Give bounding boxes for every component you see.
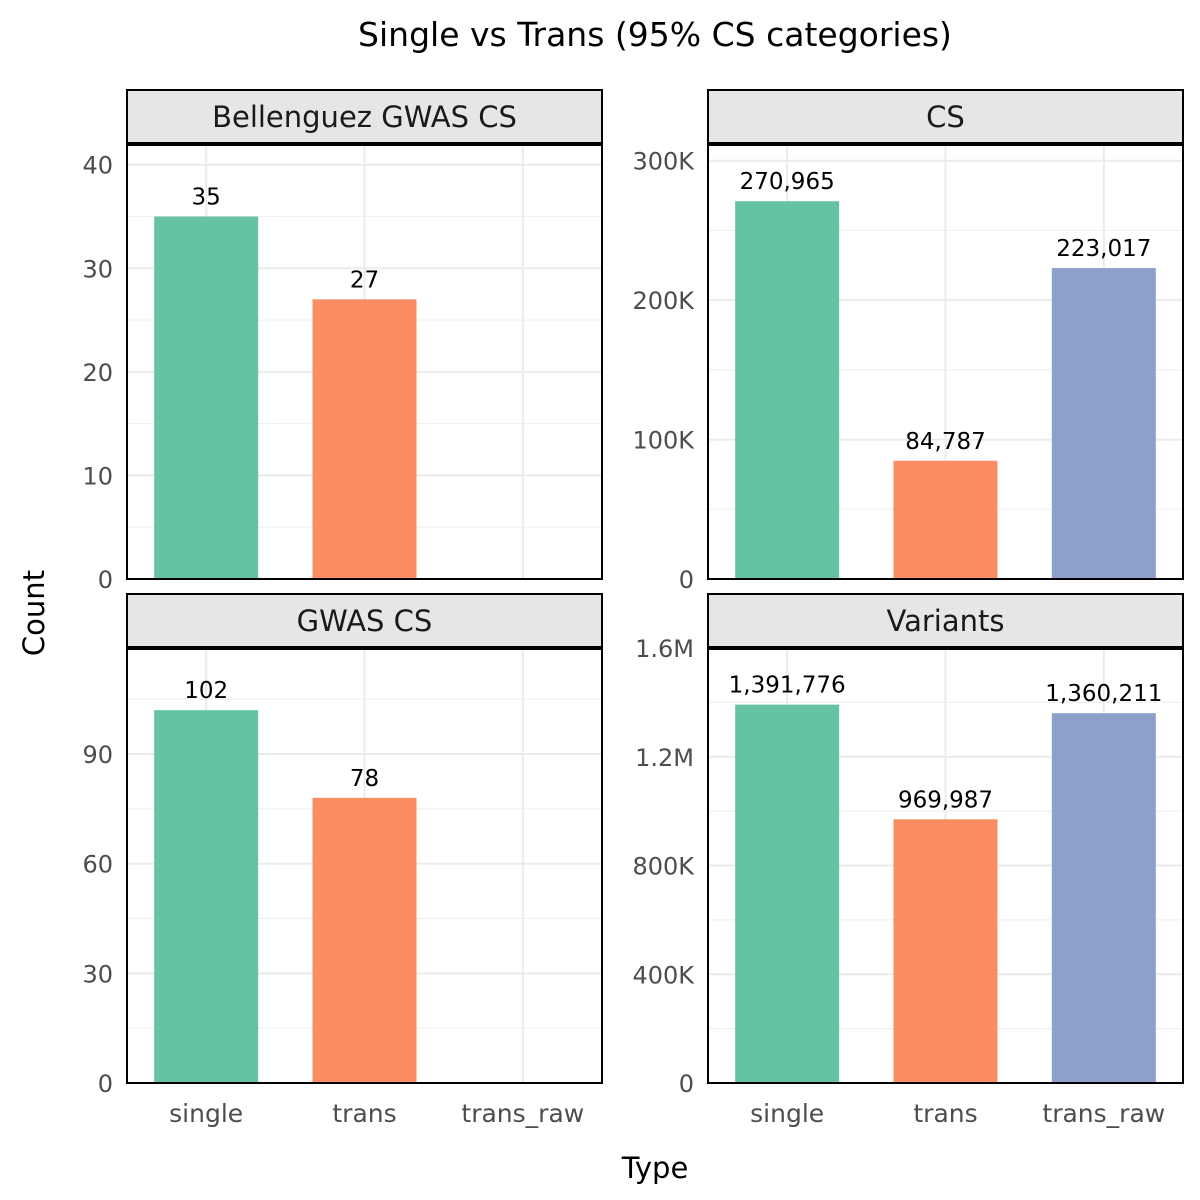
y-tick-label: 0 [679, 1070, 694, 1098]
data-label: 102 [184, 678, 228, 704]
bar-variants-trans-raw [1051, 713, 1156, 1083]
bar-variants-single [735, 704, 840, 1083]
bar-bellenguez-gwas-cs-trans [312, 299, 417, 579]
strip-label: GWAS CS [297, 604, 433, 638]
bar-gwas-cs-trans [312, 797, 417, 1083]
y-tick-label: 0 [98, 1070, 113, 1098]
strip-label: CS [926, 100, 965, 134]
x-tick-label: trans_raw [1042, 1099, 1165, 1128]
data-label: 969,987 [898, 787, 993, 813]
y-tick-label: 200K [632, 287, 695, 315]
data-label: 78 [350, 766, 379, 792]
strip-background [126, 593, 603, 649]
y-tick-label: 0 [679, 566, 694, 594]
y-tick-label: 100K [632, 427, 695, 455]
bar-cs-trans-raw [1051, 268, 1156, 579]
bar-gwas-cs-single [154, 710, 259, 1083]
y-tick-label: 30 [82, 960, 113, 988]
strip-background [707, 593, 1184, 649]
strip-label: Bellenguez GWAS CS [212, 100, 517, 134]
panel-gwas-cs: 102 78 GWAS CS 0 30 60 90 single trans trans_raw [82, 593, 603, 1128]
y-tick-label: 60 [82, 851, 113, 879]
data-label: 223,017 [1056, 236, 1151, 262]
data-label: 270,965 [740, 169, 835, 195]
data-label: 27 [350, 267, 379, 293]
panel-variants: 1,391,776 969,987 1,360,211 Variants 0 400K 80… [632, 593, 1184, 1128]
data-label: 84,787 [905, 429, 985, 455]
bar-cs-single [735, 201, 840, 579]
y-tick-label: 0 [98, 566, 113, 594]
y-axis-title: Count [17, 570, 51, 656]
x-tick-label: single [169, 1099, 243, 1128]
data-label: 1,360,211 [1045, 681, 1162, 707]
bar-cs-trans [893, 460, 998, 579]
bar-bellenguez-gwas-cs-single [154, 216, 259, 579]
panel-cs: 270,965 84,787 223,017 CS 0 100K 200K 300K [632, 89, 1184, 594]
x-tick-label: trans_raw [461, 1099, 584, 1128]
y-tick-label: 10 [82, 462, 113, 490]
y-tick-label: 30 [82, 255, 113, 283]
data-label: 35 [192, 185, 221, 211]
strip-background [707, 89, 1184, 145]
y-tick-label: 300K [632, 148, 695, 176]
y-tick-label: 800K [632, 853, 695, 881]
y-tick-label: 20 [82, 359, 113, 387]
strip-background [126, 89, 603, 145]
x-tick-label: single [750, 1099, 824, 1128]
x-tick-label: trans [913, 1099, 977, 1128]
y-tick-label: 90 [82, 741, 113, 769]
panel-bellenguez-gwas-cs: 35 27 Bellenguez GWAS CS 0 10 20 30 40 [82, 89, 603, 594]
data-label: 1,391,776 [729, 673, 846, 699]
x-axis-title: Type [621, 1151, 689, 1185]
y-tick-label: 400K [632, 961, 695, 989]
y-tick-label: 1.6M [635, 635, 694, 663]
bar-variants-trans [893, 819, 998, 1083]
chart-title: Single vs Trans (95% CS categories) [358, 15, 952, 54]
x-tick-label: trans [332, 1099, 396, 1128]
y-tick-label: 1.2M [635, 744, 694, 772]
y-tick-label: 40 [82, 152, 113, 180]
strip-label: Variants [887, 604, 1005, 638]
